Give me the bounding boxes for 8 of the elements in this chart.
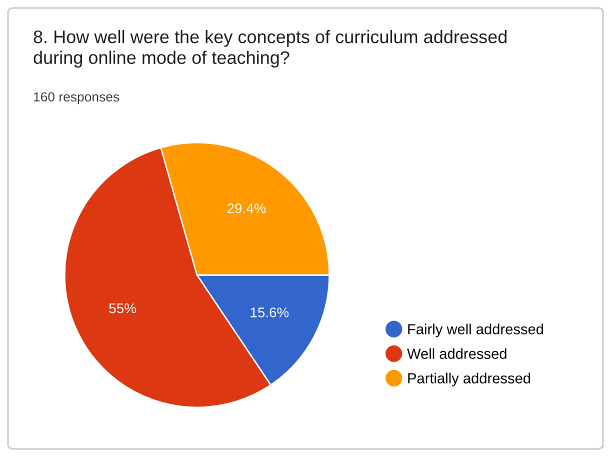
chart-subtitle: 160 responses [34, 92, 120, 104]
data-label: 29.4% [227, 203, 266, 214]
chart-title: 8. How well were the key concepts of curriculum addressed during online mode of teaching? [34, 30, 507, 68]
legend-label: Partially addressed [408, 372, 530, 386]
legend-label: Well addressed [407, 348, 506, 359]
data-label: 55% [109, 303, 136, 314]
legend-label: Fairly well addressed [408, 324, 544, 338]
data-label: 15.6% [250, 308, 289, 318]
